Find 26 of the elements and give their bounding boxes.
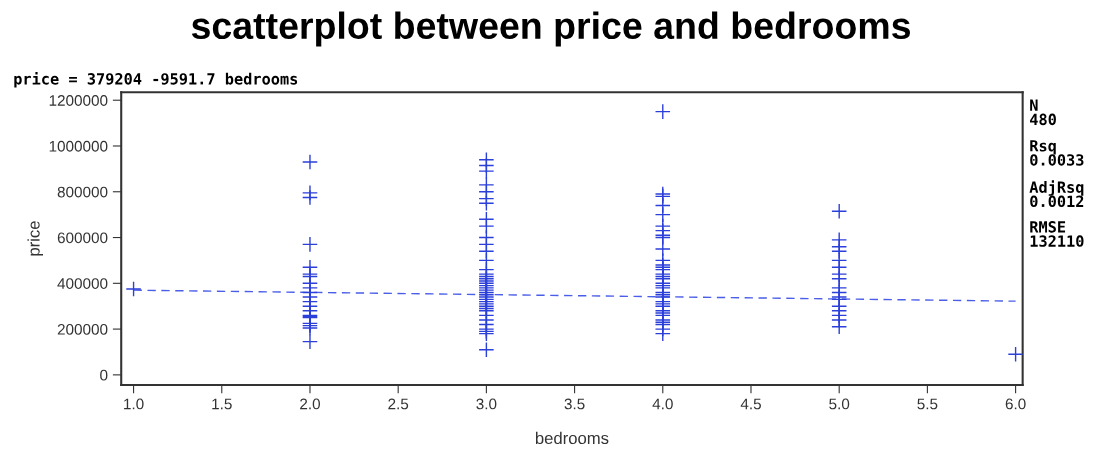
x-tick-label: 2.0 <box>300 398 320 410</box>
x-tick-label: 5.5 <box>917 398 938 410</box>
text: N 480 <box>1030 99 1056 126</box>
x-tick-label: 4.5 <box>740 398 761 410</box>
x-tick-label: 5.0 <box>829 398 850 410</box>
x-tick-label: 3.0 <box>476 398 497 410</box>
chart-subtitle: price = 379204 -9591.7 bedrooms <box>14 71 298 88</box>
x-tick-label: 1.5 <box>212 398 232 410</box>
x-tick-label: 6.0 <box>1005 398 1026 410</box>
text: Rsq 0.0033 <box>1030 140 1084 166</box>
x-tick-label: 4.0 <box>652 398 673 410</box>
chart-title: scatterplot between price and bedrooms <box>191 11 910 47</box>
y-tick-label: 0 <box>100 369 108 381</box>
x-axis-title: bedrooms <box>535 431 609 445</box>
y-tick-label: 1000000 <box>49 140 108 152</box>
text: RMSE 132110 <box>1030 221 1084 247</box>
text: AdjRsq 0.0012 <box>1029 180 1084 208</box>
y-tick-label: 800000 <box>57 186 108 198</box>
y-tick-label: 600000 <box>57 232 108 244</box>
x-tick-label: 1.0 <box>124 398 144 410</box>
y-tick-label: 200000 <box>57 323 108 335</box>
y-tick-label: 1200000 <box>49 95 108 106</box>
y-tick-label: 400000 <box>57 278 108 289</box>
x-tick-label: 2.5 <box>388 398 409 410</box>
x-tick-label: 3.5 <box>564 398 585 410</box>
y-axis-title: price <box>27 221 43 256</box>
